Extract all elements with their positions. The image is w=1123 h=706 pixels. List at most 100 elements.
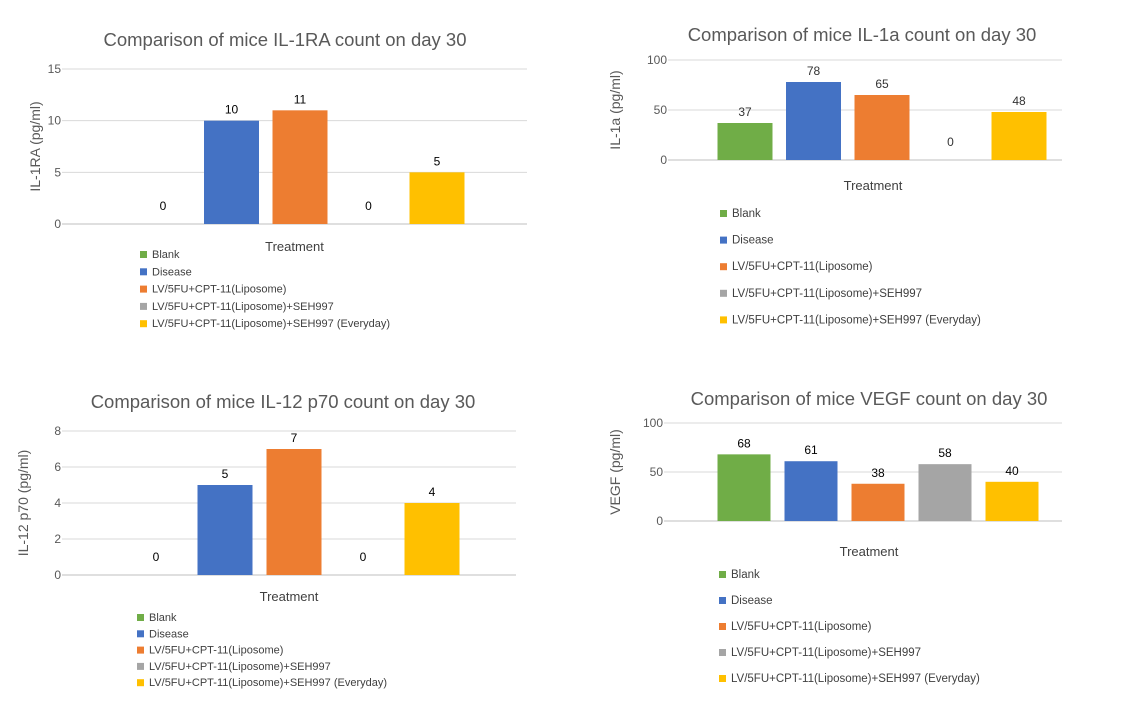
bar-value-label-il1ra-2: 11 (294, 92, 307, 106)
x-axis-label-vegf: Treatment (840, 544, 899, 559)
legend-vegf: Blank Disease LV/5FU+CPT-11(Liposome) LV/5F… (719, 569, 980, 685)
y-axis-label-vegf: VEGF (pg/ml) (607, 429, 623, 515)
legend-label-il12p70-1: Disease (149, 628, 189, 640)
legend-swatch-il1ra-3 (140, 302, 147, 310)
bar-value-label-il12p70-4: 4 (429, 485, 436, 499)
legend-swatch-il1ra-0 (140, 251, 147, 258)
legend-label-il12p70-4: LV/5FU+CPT-11(Liposome)+SEH997 (Everyday… (149, 677, 387, 689)
legend-swatch-vegf-0 (719, 571, 726, 578)
bar-il12p70-2 (266, 449, 322, 575)
legend-swatch-il1ra-2 (140, 285, 147, 293)
bar-value-label-il1a-2: 65 (875, 77, 889, 91)
bar-il1a-2 (854, 95, 910, 160)
chart-title-il1ra: Comparison of mice IL-1RA count on day 3… (104, 29, 467, 50)
legend-swatch-vegf-2 (719, 623, 726, 630)
y-tick-label-il1ra: 10 (48, 114, 62, 128)
y-tick-label-il12p70: 6 (54, 460, 61, 474)
y-tick-label-il1a: 50 (654, 103, 668, 117)
legend-label-il1ra-2: LV/5FU+CPT-11(Liposome) (152, 284, 286, 296)
legend-swatch-il12p70-3 (137, 662, 144, 670)
chart-il1ra: Comparison of mice IL-1RA count on day 3… (27, 29, 527, 330)
legend-swatch-il1a-2 (720, 263, 727, 271)
legend-swatch-il12p70-1 (137, 630, 144, 638)
bar-il1ra-1 (204, 120, 259, 224)
chart-il1a: Comparison of mice IL-1a count on day 30… (607, 24, 1062, 326)
legend-label-il1a-3: LV/5FU+CPT-11(Liposome)+SEH997 (732, 288, 922, 300)
legend-label-il12p70-0: Blank (149, 612, 177, 624)
bar-value-label-vegf-3: 58 (938, 446, 952, 460)
legend-swatch-vegf-4 (719, 675, 726, 682)
legend-swatch-il12p70-4 (137, 679, 144, 687)
y-tick-label-il1a: 100 (647, 53, 667, 67)
bar-vegf-2 (851, 483, 905, 521)
bar-value-label-il1ra-3: 0 (365, 199, 372, 213)
y-axis-label-il1ra: IL-1RA (pg/ml) (27, 101, 43, 191)
legend-label-il12p70-3: LV/5FU+CPT-11(Liposome)+SEH997 (149, 661, 331, 673)
chart-title-il12p70: Comparison of mice IL-12 p70 count on da… (91, 391, 476, 412)
bar-value-label-vegf-2: 38 (871, 466, 885, 480)
x-axis-label-il12p70: Treatment (260, 589, 319, 604)
legend-label-il1a-1: Disease (732, 235, 774, 247)
bar-value-label-il1a-4: 48 (1012, 94, 1026, 108)
legend-swatch-il1a-4 (720, 316, 727, 324)
legend-label-il1ra-1: Disease (152, 266, 192, 278)
bar-value-label-il1ra-1: 10 (225, 103, 239, 117)
legend-swatch-il1a-1 (720, 236, 727, 244)
legend-swatch-il1a-0 (720, 210, 727, 217)
bar-vegf-1 (784, 461, 838, 521)
y-tick-label-il1ra: 15 (48, 62, 62, 76)
y-tick-label-il12p70: 4 (54, 496, 61, 510)
y-tick-label-il12p70: 2 (54, 532, 61, 546)
bar-il1ra-4 (409, 172, 465, 224)
bar-value-label-il12p70-1: 5 (222, 467, 229, 481)
y-tick-label-vegf: 100 (643, 416, 663, 430)
legend-label-il1ra-3: LV/5FU+CPT-11(Liposome)+SEH997 (152, 301, 334, 313)
bar-il1a-1 (786, 82, 841, 160)
bar-value-label-il1ra-4: 5 (434, 154, 441, 168)
chart-il12p70: Comparison of mice IL-12 p70 count on da… (15, 391, 516, 689)
legend-label-vegf-2: LV/5FU+CPT-11(Liposome) (731, 621, 872, 633)
legend-label-vegf-1: Disease (731, 595, 773, 607)
legend-swatch-il1ra-1 (140, 268, 147, 276)
y-tick-label-vegf: 0 (656, 514, 663, 528)
legend-label-vegf-0: Blank (731, 569, 760, 581)
legend-label-il1a-4: LV/5FU+CPT-11(Liposome)+SEH997 (Everyday… (732, 314, 981, 326)
bar-value-label-il12p70-3: 0 (360, 550, 367, 564)
y-tick-label-il1a: 0 (660, 153, 667, 167)
x-axis-label-il1a: Treatment (844, 178, 903, 193)
bar-il12p70-4 (404, 503, 460, 575)
bar-il1a-4 (991, 112, 1047, 160)
y-tick-label-il12p70: 0 (54, 568, 61, 582)
bar-vegf-4 (985, 481, 1039, 521)
bar-vegf-3 (918, 464, 972, 521)
bar-value-label-il1a-1: 78 (807, 64, 821, 78)
legend-swatch-il12p70-2 (137, 646, 144, 654)
legend-il1ra: Blank Disease LV/5FU+CPT-11(Liposome) LV/5F… (140, 249, 390, 330)
y-tick-label-vegf: 50 (650, 465, 664, 479)
y-tick-label-il12p70: 8 (54, 424, 61, 438)
legend-il1a: Blank Disease LV/5FU+CPT-11(Liposome) LV/5F… (720, 208, 981, 326)
y-axis-label-il1a: IL-1a (pg/ml) (607, 70, 623, 149)
legend-swatch-il1ra-4 (140, 320, 147, 328)
legend-swatch-vegf-3 (719, 649, 726, 656)
bar-il1ra-2 (272, 110, 328, 224)
bar-value-label-vegf-4: 40 (1005, 464, 1019, 478)
bar-vegf-0 (717, 454, 771, 521)
y-tick-label-il1ra: 5 (54, 165, 61, 179)
bar-il1a-0 (717, 123, 773, 160)
legend-label-il1ra-0: Blank (152, 249, 180, 261)
chart-title-il1a: Comparison of mice IL-1a count on day 30 (688, 24, 1037, 45)
legend-label-il1a-0: Blank (732, 208, 761, 220)
bar-value-label-il1a-0: 37 (738, 105, 752, 119)
legend-swatch-il1a-3 (720, 289, 727, 297)
bar-value-label-vegf-0: 68 (737, 436, 751, 450)
legend-label-vegf-4: LV/5FU+CPT-11(Liposome)+SEH997 (Everyday… (731, 673, 980, 685)
legend-label-il12p70-2: LV/5FU+CPT-11(Liposome) (149, 645, 283, 657)
legend-label-il1a-2: LV/5FU+CPT-11(Liposome) (732, 261, 873, 273)
chart-vegf: Comparison of mice VEGF count on day 30 0… (607, 388, 1062, 685)
bar-value-label-il1a-3: 0 (947, 135, 954, 149)
legend-swatch-vegf-1 (719, 597, 726, 604)
chart-title-vegf: Comparison of mice VEGF count on day 30 (691, 388, 1048, 409)
y-tick-label-il1ra: 0 (54, 217, 61, 231)
